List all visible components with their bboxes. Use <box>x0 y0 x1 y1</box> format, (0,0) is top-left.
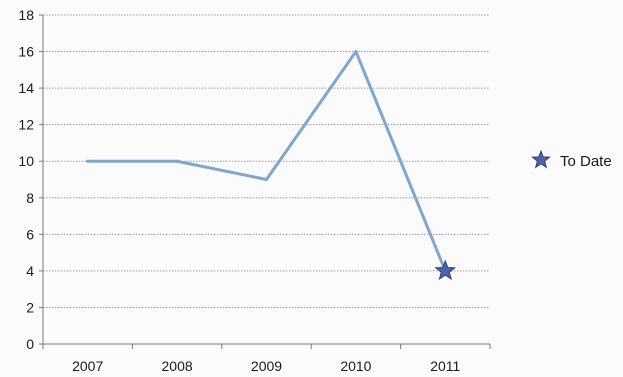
axes <box>39 14 491 349</box>
x-tick-label-2011: 2011 <box>430 358 460 374</box>
data-point-2008 <box>175 159 179 163</box>
x-tick-label-2009: 2009 <box>251 358 282 374</box>
y-tick-label-4: 4 <box>26 263 34 279</box>
y-tick-label-2: 2 <box>26 299 34 315</box>
legend-label-0: To Date <box>560 153 612 170</box>
data-point-2007 <box>86 159 90 163</box>
star-marker-2011 <box>434 259 457 281</box>
y-tick-label-0: 0 <box>26 336 34 352</box>
markers-layer <box>434 259 457 281</box>
y-tick-label-14: 14 <box>18 80 34 96</box>
data-point-2009 <box>265 178 268 181</box>
y-tick-label-18: 18 <box>18 7 34 23</box>
y-tick-label-8: 8 <box>26 190 34 206</box>
data-point-2010 <box>354 50 358 54</box>
y-tick-label-10: 10 <box>18 153 34 169</box>
y-axis-tick-labels: 0 2 4 6 8 10 12 14 16 18 <box>18 7 34 352</box>
y-tick-label-6: 6 <box>26 226 34 242</box>
y-tick-label-12: 12 <box>18 117 34 133</box>
x-axis-tick-labels: 2007 2008 2009 2010 2011 <box>72 358 460 374</box>
x-tick-label-2010: 2010 <box>340 358 371 374</box>
legend-star-icon <box>531 149 551 169</box>
x-tick-label-2007: 2007 <box>72 358 103 374</box>
legend: To Date <box>531 149 612 170</box>
x-tick-label-2008: 2008 <box>162 358 193 374</box>
y-tick-label-16: 16 <box>18 44 34 60</box>
